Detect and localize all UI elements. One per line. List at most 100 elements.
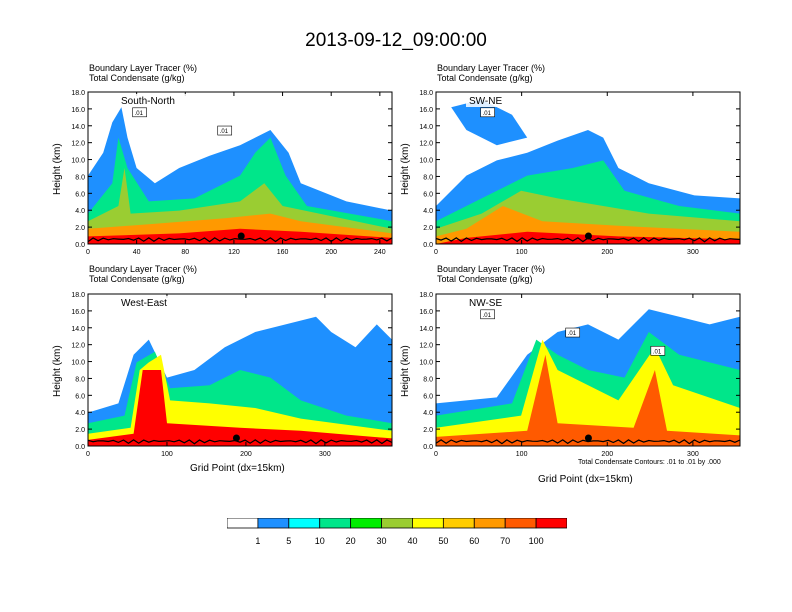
y-tick-label: 12.0 [419,343,433,350]
contour-note: Total Condensate Contours: .01 to .01 by… [578,459,721,466]
colorbar-swatch [381,518,413,529]
x-tick-label: 120 [228,249,240,256]
y-tick-label: 12.0 [71,141,85,148]
x-tick-label: 300 [687,249,699,256]
location-marker [232,434,240,442]
panel-3-subtitle-condensate: Total Condensate (g/kg) [89,274,185,284]
y-tick-label: 6.0 [75,393,85,400]
field-shapes [436,99,740,244]
panel-name-bg [466,296,502,309]
y-tick-label: 8.0 [75,174,85,181]
colorbar-label: 5 [286,536,292,546]
panel-1-subtitle-condensate: Total Condensate (g/kg) [89,73,185,83]
panel-nw-se: 0.0 2.0 4.0 6.0 8.0 10.0 12.0 14.0 16.0 18.0 0 100 2… [419,292,741,458]
y-tick-label: 10.0 [71,158,85,165]
y-tick-label: 10.0 [419,158,433,165]
plot-area-0: 0.0 2.0 4.0 6.0 8.0 10.0 12.0 14.0 16.0 18.0 0 40 80… [71,90,393,256]
contour-label: .01 [220,129,229,135]
colorbar-label: 50 [438,536,449,546]
panel-name: South-North [121,96,175,107]
y-tick-label: 18.0 [419,292,433,299]
plot-frame [87,91,393,245]
y-tick-label: 0.0 [423,444,433,451]
colorbar-swatch [504,518,537,529]
panel-4-subtitle-tracer: Boundary Layer Tracer (%) [437,264,546,274]
panel-2-subtitle-tracer: Boundary Layer Tracer (%) [437,63,546,73]
colorbar-label: 20 [345,536,356,546]
y-tick-label: 18.0 [419,90,433,97]
x-tick-label: 0 [86,451,90,458]
x-tick-label: 0 [86,249,90,256]
colorbar-swatch [412,518,444,529]
y-tick-label: 8.0 [75,376,85,383]
panel-3-subtitle-tracer: Boundary Layer Tracer (%) [89,264,198,274]
colorbar-label: 30 [376,536,387,546]
contour-label: .01 [483,313,492,319]
plot-area-3: 0.0 2.0 4.0 6.0 8.0 10.0 12.0 14.0 16.0 18.0 0 100 2… [419,292,741,458]
y-tick-label: 0.0 [75,242,85,249]
colorbar-label: 10 [314,536,325,546]
panel-2-subtitle-condensate: Total Condensate (g/kg) [437,73,533,83]
field-band-3 [88,370,392,446]
x-tick-label: 0 [434,451,438,458]
panel-name-bg [118,94,190,107]
plot-frame [435,293,741,447]
plot-area-2: 0.0 2.0 4.0 6.0 8.0 10.0 12.0 14.0 16.0 18.0 0 100 2… [71,292,393,458]
location-marker [584,434,592,442]
y-tick-label: 14.0 [419,124,433,131]
y-tick-label: 6.0 [423,191,433,198]
y-tick-label: 2.0 [75,427,85,434]
x-tick-label: 200 [240,451,252,458]
y-tick-label: 2.0 [423,427,433,434]
y-tick-label: 16.0 [71,309,85,316]
panel-name: West-East [121,298,167,309]
x-tick-label: 100 [516,249,528,256]
y-tick-label: 16.0 [71,107,85,114]
x-tick-label: 40 [133,249,141,256]
panel-sw-ne: 0.0 2.0 4.0 6.0 8.0 10.0 12.0 14.0 16.0 18.0 0 100 2… [419,90,741,256]
panel-4-subtitle-condensate: Total Condensate (g/kg) [437,274,533,284]
y-tick-label: 14.0 [71,124,85,131]
colorbar-swatch [350,518,382,529]
panel-1-subtitle-tracer: Boundary Layer Tracer (%) [89,63,198,73]
y-tick-label: 6.0 [75,191,85,198]
y-tick-label: 14.0 [71,326,85,333]
colorbar-swatch [442,518,475,529]
y-tick-label: 8.0 [423,376,433,383]
contour-label-box [650,345,666,356]
field-band-1 [451,99,528,146]
panel-name-bg [466,94,502,107]
x-tick-label: 160 [277,249,289,256]
y-tick-label: 6.0 [423,393,433,400]
y-tick-label: 2.0 [75,225,85,232]
colorbar-label: 1 [255,536,261,546]
x-tick-label: 200 [601,451,613,458]
contour-label-box [480,309,495,320]
colorbar-swatch [473,518,506,529]
y-tick-label: 18.0 [71,90,85,97]
contour-label-box [217,125,233,136]
colorbar-label: 100 [528,536,544,546]
x-tick-label: 100 [161,451,173,458]
x-tick-label: 240 [374,249,386,256]
location-marker [237,232,245,240]
page-title: 2013-09-12_09:00:00 [305,30,487,51]
field-shapes [88,316,392,446]
x-tick-label: 80 [181,249,189,256]
field-band-3 [436,354,740,446]
terrain-line [435,439,741,445]
panel-name: NW-SE [469,298,502,309]
x-tick-label: 0 [434,249,438,256]
colorbar-swatch [257,518,290,529]
contour-label: .01 [483,111,492,117]
contour-label: .01 [135,111,144,117]
x-tick-label: 200 [325,249,337,256]
panel-name-bg [118,296,178,309]
x-tick-label: 100 [516,451,528,458]
y-tick-label: 4.0 [75,410,85,417]
colorbar-swatch [535,518,567,529]
contour-label: .01 [653,349,662,355]
plot-area-1: 0.0 2.0 4.0 6.0 8.0 10.0 12.0 14.0 16.0 18.0 0 100 2… [419,90,741,256]
plot-frame [435,91,741,245]
field-shapes [88,107,392,244]
